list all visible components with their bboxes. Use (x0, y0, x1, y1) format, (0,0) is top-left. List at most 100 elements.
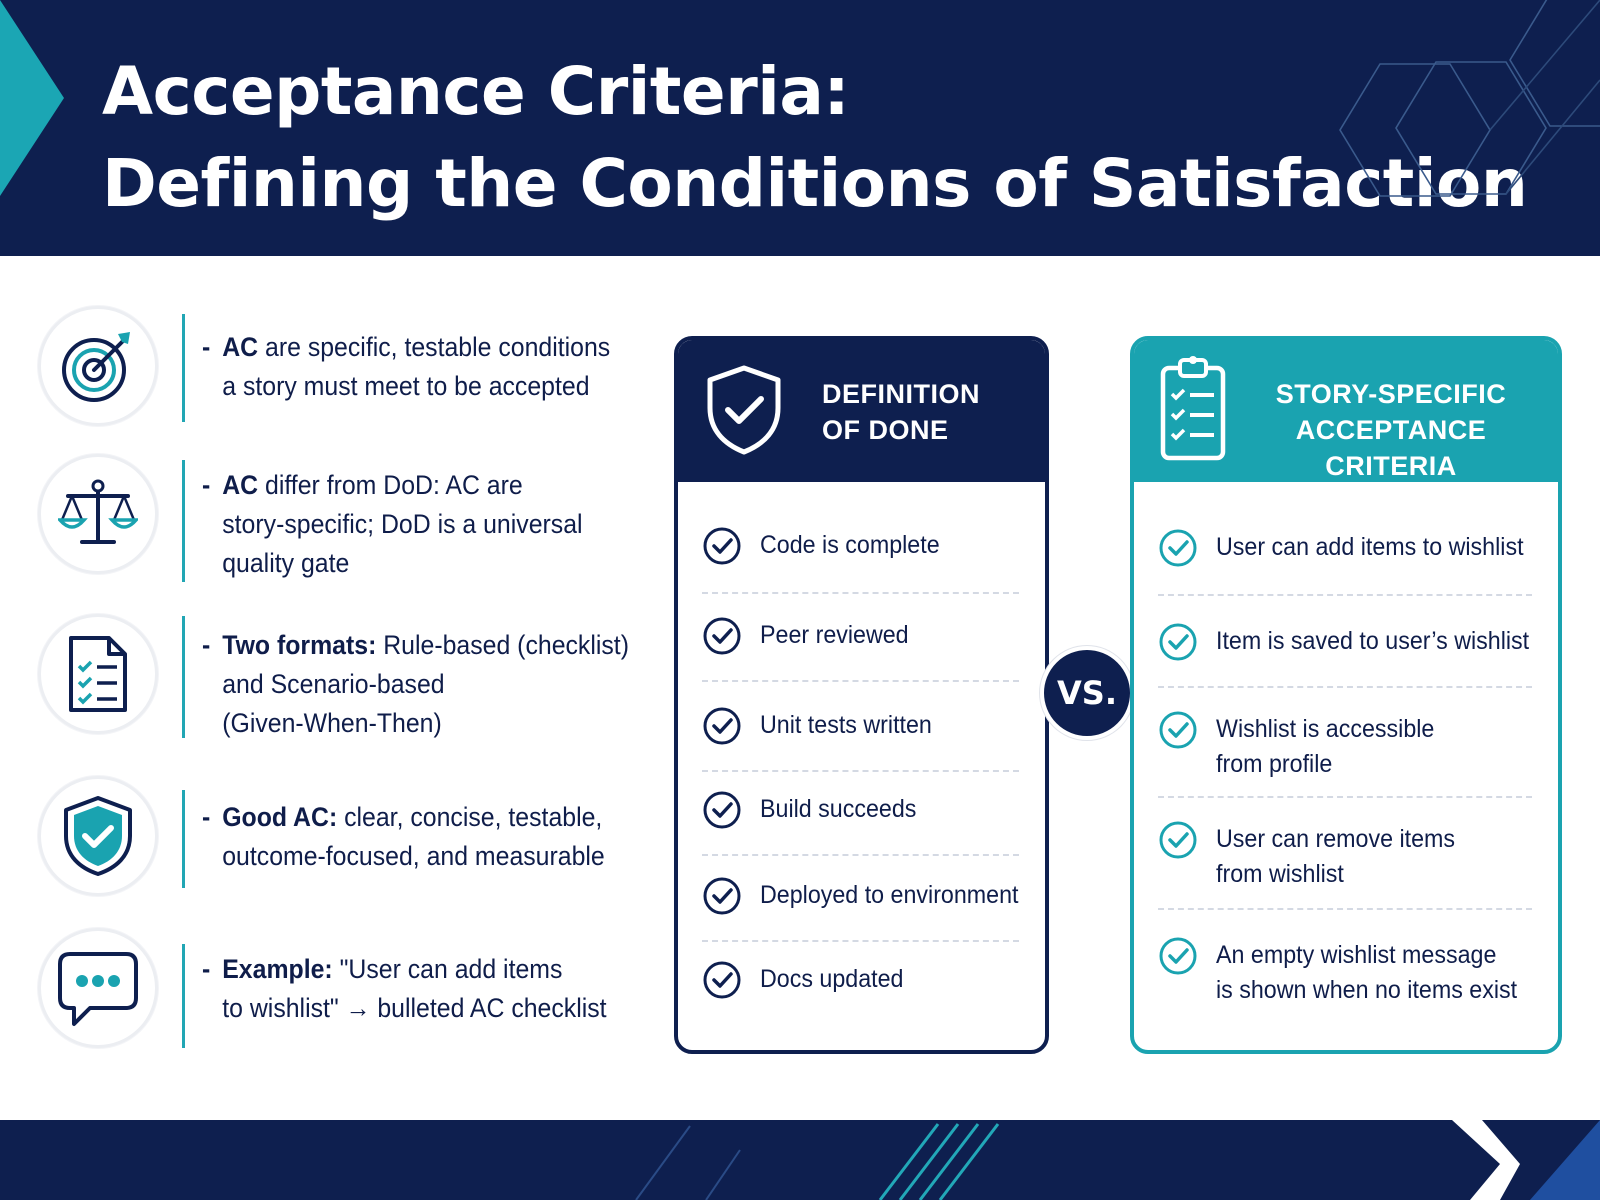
key-point-dod-difference: - AC differ from DoD: AC are story-specifi… (34, 454, 654, 584)
point-line3: (Given-When-Then) (222, 708, 442, 738)
ac-item-line1: Wishlist is accessible (1216, 715, 1435, 743)
dod-item-text: Docs updated (760, 965, 904, 993)
clipboard-checklist-icon (1160, 356, 1226, 461)
checklist-icon-circle (38, 614, 158, 734)
dotted-divider (1158, 686, 1532, 688)
point-bold: Example: (222, 954, 333, 984)
ac-item-text: An empty wishlist message is shown when n… (1216, 938, 1517, 1008)
point-divider (182, 314, 185, 422)
dotted-divider (1158, 908, 1532, 910)
point-bold: AC (222, 470, 259, 500)
check-circle-icon (1159, 529, 1197, 567)
ac-item-line2: from profile (1216, 750, 1333, 778)
check-circle-icon (703, 877, 741, 915)
ac-item-text: Wishlist is accessible from profile (1216, 712, 1434, 782)
dod-card-header: DEFINITION OF DONE (678, 340, 1045, 482)
check-circle-icon (703, 527, 741, 565)
point-line1: "User can add items (332, 954, 563, 984)
dod-item-text: Peer reviewed (760, 621, 909, 649)
ac-item-line2: is shown when no items exist (1216, 976, 1518, 1004)
check-circle-icon (1159, 937, 1197, 975)
ac-card-title: STORY-SPECIFIC ACCEPTANCE CRITERIA (1246, 376, 1536, 484)
point-bold: Two formats: (222, 630, 377, 660)
key-point-good-ac: - Good AC: clear, concise, testable, outco… (34, 776, 654, 906)
point-line2: and Scenario-based (222, 669, 445, 699)
hexagon-decoration (1339, 0, 1600, 197)
check-circle-icon (703, 961, 741, 999)
scales-icon-circle (38, 454, 158, 574)
point-line1: are specific, testable conditions (258, 332, 611, 362)
check-circle-icon (703, 617, 741, 655)
dod-item-text: Code is complete (760, 531, 940, 559)
point-line1: clear, concise, testable, (337, 802, 603, 832)
vs-badge: VS. (1040, 646, 1134, 740)
point-divider (182, 790, 185, 888)
point-divider (182, 944, 185, 1048)
point-text: - AC differ from DoD: AC are story-specifi… (202, 470, 583, 578)
dod-item-text: Deployed to environment (760, 881, 1019, 909)
point-bold: AC (222, 332, 259, 362)
footer-banner (0, 1120, 1600, 1200)
shield-icon-circle (38, 776, 158, 896)
story-specific-ac-card: STORY-SPECIFIC ACCEPTANCE CRITERIA User … (1130, 336, 1562, 1054)
point-text: - Example: "User can add items to wishlist… (202, 954, 607, 1023)
chat-icon-circle (38, 928, 158, 1048)
dotted-divider (702, 680, 1019, 682)
dod-title-line1: DEFINITION (822, 379, 980, 409)
dotted-divider (1158, 594, 1532, 596)
header-banner: Acceptance Criteria: Defining the Condit… (0, 0, 1600, 256)
check-circle-icon (1159, 711, 1197, 749)
dotted-divider (702, 770, 1019, 772)
dod-card-title: DEFINITION OF DONE (822, 376, 980, 448)
definition-of-done-card: DEFINITION OF DONE Code is complete Peer… (674, 336, 1049, 1054)
ac-item-line1: An empty wishlist message (1216, 941, 1497, 969)
dod-title-line2: OF DONE (822, 415, 949, 445)
point-line1: Rule-based (checklist) (376, 630, 629, 660)
key-point-example: - Example: "User can add items to wishlist… (34, 928, 654, 1058)
footer-stripes-decoration (635, 1120, 1600, 1200)
check-circle-icon (703, 791, 741, 829)
ac-item-line1: User can remove items (1216, 825, 1456, 853)
checklist-document-icon (69, 636, 127, 712)
target-icon (62, 332, 130, 402)
page-title: Acceptance Criteria: Defining the Condit… (102, 46, 1528, 230)
point-line3: quality gate (222, 548, 350, 578)
ac-item-text: User can add items to wishlist (1216, 530, 1524, 565)
ac-item-text: Item is saved to user’s wishlist (1216, 624, 1529, 659)
chat-bubble-icon (58, 952, 138, 1026)
page-title-line2: Defining the Conditions of Satisfaction (102, 145, 1528, 222)
shield-check-icon (707, 365, 781, 455)
point-divider (182, 616, 185, 738)
ac-item-text: User can remove items from wishlist (1216, 822, 1455, 892)
dotted-divider (702, 592, 1019, 594)
point-bold: Good AC: (222, 802, 338, 832)
point-line2: outcome-focused, and measurable (222, 841, 605, 871)
check-circle-icon (703, 707, 741, 745)
key-point-definition: - AC are specific, testable conditions a s… (34, 306, 654, 436)
point-text: - Good AC: clear, concise, testable, outco… (202, 802, 605, 871)
scales-icon (58, 479, 138, 544)
teal-arrow-decoration (0, 0, 64, 196)
point-text: - Two formats: Rule-based (checklist) and … (202, 630, 629, 738)
shield-check-icon (64, 796, 132, 876)
ac-card-header: STORY-SPECIFIC ACCEPTANCE CRITERIA (1134, 340, 1558, 482)
key-point-formats: - Two formats: Rule-based (checklist) and … (34, 614, 654, 744)
ac-title-line1: STORY-SPECIFIC (1275, 379, 1507, 409)
ac-item-line1: Item is saved to user’s wishlist (1216, 627, 1530, 655)
ac-item-line1: User can add items to wishlist (1216, 533, 1524, 561)
dod-item-text: Unit tests written (760, 711, 932, 739)
target-icon-circle (38, 306, 158, 426)
point-line2: to wishlist" → bulleted AC checklist (222, 993, 607, 1023)
point-text: - AC are specific, testable conditions a s… (202, 332, 611, 401)
point-line2: a story must meet to be accepted (222, 371, 590, 401)
point-line2: story-specific; DoD is a universal (222, 509, 583, 539)
check-circle-icon (1159, 623, 1197, 661)
ac-item-line2: from wishlist (1216, 860, 1344, 888)
dod-item-text: Build succeeds (760, 795, 917, 823)
ac-title-line2: ACCEPTANCE CRITERIA (1295, 415, 1487, 481)
point-line1: differ from DoD: AC are (258, 470, 523, 500)
dotted-divider (702, 854, 1019, 856)
page-title-line1: Acceptance Criteria: (102, 53, 850, 130)
check-circle-icon (1159, 821, 1197, 859)
dotted-divider (1158, 796, 1532, 798)
